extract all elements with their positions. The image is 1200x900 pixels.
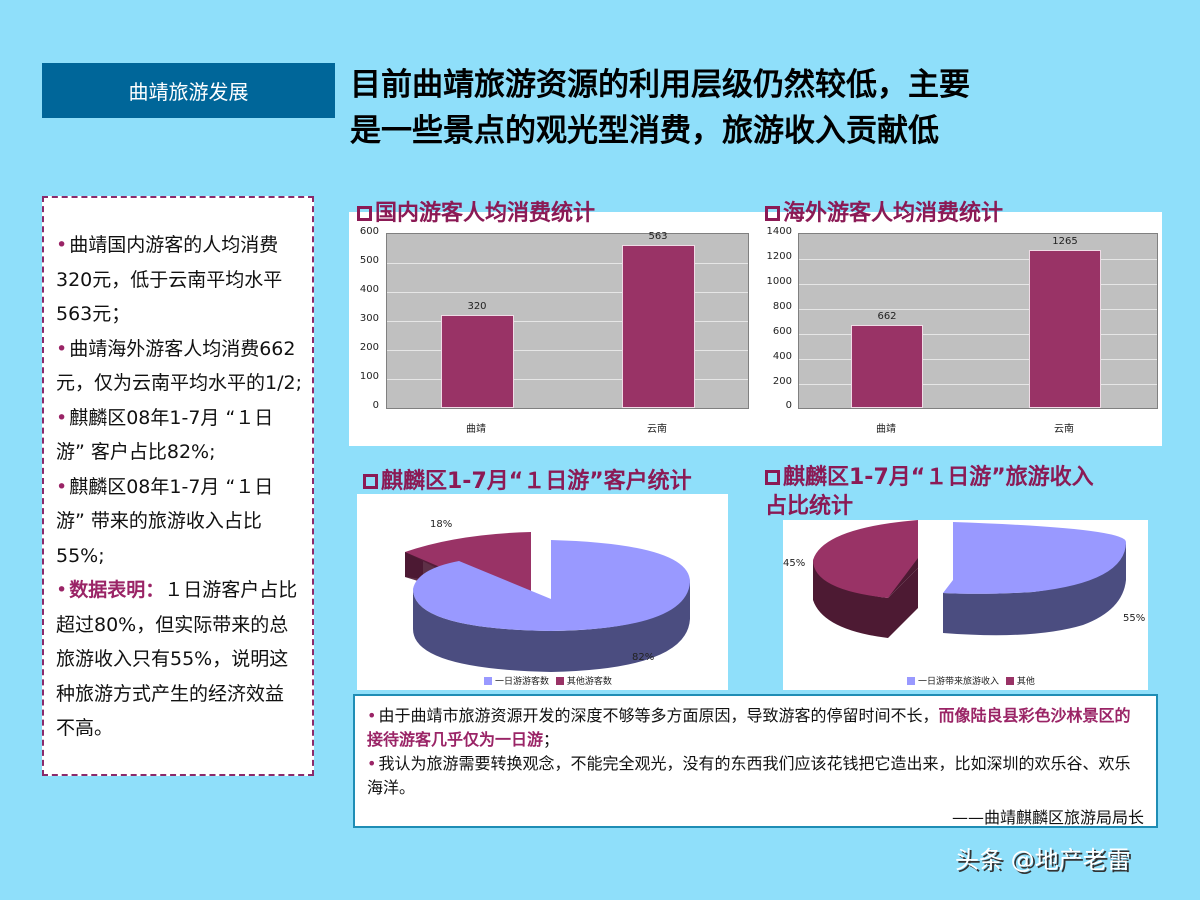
pie-chart-svg — [405, 532, 690, 672]
y-tick: 0 — [785, 400, 792, 411]
bar-value-label: 320 — [467, 301, 487, 312]
pie-value-label: 55% — [1123, 613, 1146, 624]
summary-text: １日游客户占比超过80%，但实际带来的总旅游收入只有55%，说明这种旅游方式产生… — [56, 579, 298, 739]
summary-item: • 曲靖国内游客的人均消费320元，低于云南平均水平563元； — [56, 228, 302, 332]
pie-value-label: 18% — [430, 519, 453, 530]
quote-box: • 由于曲靖市旅游资源开发的深度不够等多方面原因，导致游客的停留时间不长，而像陆良… — [353, 694, 1158, 828]
pie-legend: 一日游带来旅游收入 其他 — [903, 674, 1035, 687]
legend-swatch-icon — [907, 677, 915, 685]
quote-signature: ——曲靖麒麟区旅游局局长 — [951, 808, 1144, 827]
plot-area: 320 563 — [386, 231, 749, 409]
bar-chart-overseas-title: 海外游客人均消费统计 — [765, 195, 1003, 227]
pie-chart-visitors: 18% 82% 一日游游客数 其他游客数 — [357, 494, 728, 690]
plot-area: 662 1265 — [798, 233, 1158, 409]
summary-text: 曲靖国内游客的人均消费320元，低于云南平均水平563元； — [56, 234, 283, 325]
bar-chart-domestic-title: 国内游客人均消费统计 — [357, 195, 595, 227]
legend-label: 其他游客数 — [566, 677, 612, 687]
y-tick: 100 — [359, 371, 379, 382]
bar-qujing — [441, 315, 514, 408]
summary-box: • 曲靖国内游客的人均消费320元，低于云南平均水平563元； • 曲靖海外游客人均… — [42, 196, 314, 776]
bullet-icon: • — [56, 234, 68, 256]
y-tick: 800 — [772, 301, 792, 312]
checkbox-square-icon — [765, 470, 780, 485]
quote-paragraph-2: • 我认为旅游需要转换观念，不能完全观光，没有的东西我们应该花钱把它造出来，比如深… — [367, 752, 1146, 800]
pie-chart-svg — [813, 520, 1126, 638]
x-tick: 云南 — [1054, 424, 1074, 435]
bullet-icon: • — [56, 406, 68, 429]
y-tick: 300 — [359, 313, 379, 324]
chart-title-text: 国内游客人均消费统计 — [375, 201, 596, 226]
y-tick: 500 — [359, 255, 379, 266]
x-tick: 云南 — [647, 424, 667, 435]
page-title-line1: 目前曲靖旅游资源的利用层级仍然较低，主要 — [350, 67, 970, 103]
pie-legend: 一日游游客数 其他游客数 — [480, 674, 612, 687]
quote-paragraph-1: • 由于曲靖市旅游资源开发的深度不够等多方面原因，导致游客的停留时间不长，而像陆良… — [367, 704, 1146, 752]
checkbox-square-icon — [765, 206, 780, 221]
section-tag: 曲靖旅游发展 — [42, 63, 335, 118]
legend-swatch-icon — [484, 677, 492, 685]
summary-item-conclusion: • 数据表明：１日游客户占比超过80%，但实际带来的总旅游收入只有55%，说明这种… — [56, 573, 302, 746]
legend-label: 一日游带来旅游收入 — [918, 677, 1000, 687]
quote-text: 我认为旅游需要转换观念，不能完全观光，没有的东西我们应该花钱把它造出来，比如深圳… — [367, 754, 1131, 797]
checkbox-square-icon — [357, 206, 372, 221]
y-tick: 400 — [772, 351, 792, 362]
chart-title-text: 海外游客人均消费统计 — [783, 201, 1004, 226]
bar-yunnan — [1029, 250, 1101, 408]
pie-chart-visitors-title: 麒麟区1-7月“１日游”客户统计 — [363, 463, 692, 495]
legend-label: 其他 — [1016, 677, 1035, 687]
legend-label: 一日游游客数 — [495, 677, 550, 687]
y-tick: 1400 — [766, 226, 792, 237]
summary-highlight: 数据表明： — [69, 579, 165, 601]
y-tick: 200 — [359, 342, 379, 353]
checkbox-square-icon — [363, 474, 378, 489]
summary-item: • 曲靖海外游客人均消费662元，仅为云南平均水平的1/2; — [56, 332, 302, 401]
pie-chart-revenue-title: 麒麟区1-7月“１日游”旅游收入 占比统计 — [765, 463, 1094, 521]
summary-text: 麒麟区08年1-7月 “１日游” 带来的旅游收入占比55%; — [56, 475, 274, 567]
bullet-icon: • — [56, 475, 68, 498]
summary-text: 曲靖海外游客人均消费662元，仅为云南平均水平的1/2; — [56, 337, 302, 395]
section-tag-label: 曲靖旅游发展 — [128, 80, 249, 104]
bar-chart-domestic: 320 563 600 500 400 300 200 100 0 曲靖 云南 — [349, 212, 760, 446]
summary-item: • 麒麟区08年1-7月 “１日游” 带来的旅游收入占比55%; — [56, 470, 302, 574]
legend-swatch-icon — [1005, 677, 1014, 685]
y-tick: 0 — [372, 400, 379, 411]
summary-text: 麒麟区08年1-7月 “１日游” 客户占比82%; — [56, 406, 274, 464]
chart-title-text-line2: 占比统计 — [765, 494, 854, 519]
bullet-icon: • — [56, 579, 68, 601]
x-tick: 曲靖 — [876, 424, 896, 435]
y-tick: 400 — [359, 284, 379, 295]
page-title: 目前曲靖旅游资源的利用层级仍然较低，主要 是一些景点的观光型消费，旅游收入贡献低 — [350, 62, 1170, 154]
y-tick: 1000 — [766, 276, 792, 287]
legend-swatch-icon — [555, 677, 564, 685]
quote-highlight: 而像陆良县彩色沙林景区的接待游客几乎仅为一日游 — [367, 706, 1131, 749]
summary-item: • 麒麟区08年1-7月 “１日游” 客户占比82%; — [56, 401, 302, 470]
bar-chart-overseas: 662 1265 1400 1200 1000 800 600 400 200 … — [760, 212, 1162, 446]
pie-chart-revenue: 45% 55% 一日游带来旅游收入 其他 — [783, 520, 1148, 690]
page-title-line2: 是一些景点的观光型消费，旅游收入贡献低 — [350, 113, 939, 149]
chart-title-text: 麒麟区1-7月“１日游”客户统计 — [381, 469, 692, 494]
y-tick: 1200 — [766, 251, 792, 262]
pie-value-label: 45% — [783, 558, 806, 569]
bar-value-label: 563 — [648, 231, 668, 242]
bar-yunnan — [622, 245, 695, 408]
bar-value-label: 1265 — [1052, 236, 1078, 247]
quote-text: ； — [543, 730, 560, 749]
bullet-icon: • — [56, 337, 68, 360]
bar-value-label: 662 — [877, 311, 897, 322]
x-tick: 曲靖 — [466, 424, 486, 435]
y-tick: 600 — [772, 326, 792, 337]
watermark: 头条 @地产老雷 — [955, 846, 1131, 874]
bullet-icon: • — [367, 706, 377, 725]
quote-text: 由于曲靖市旅游资源开发的深度不够等多方面原因，导致游客的停留时间不长， — [378, 706, 939, 725]
chart-title-text: 麒麟区1-7月“１日游”旅游收入 — [783, 465, 1094, 490]
bar-qujing — [851, 325, 923, 408]
y-tick: 600 — [359, 226, 379, 237]
bullet-icon: • — [367, 754, 377, 773]
pie-value-label: 82% — [632, 652, 655, 663]
y-tick: 200 — [772, 376, 792, 387]
